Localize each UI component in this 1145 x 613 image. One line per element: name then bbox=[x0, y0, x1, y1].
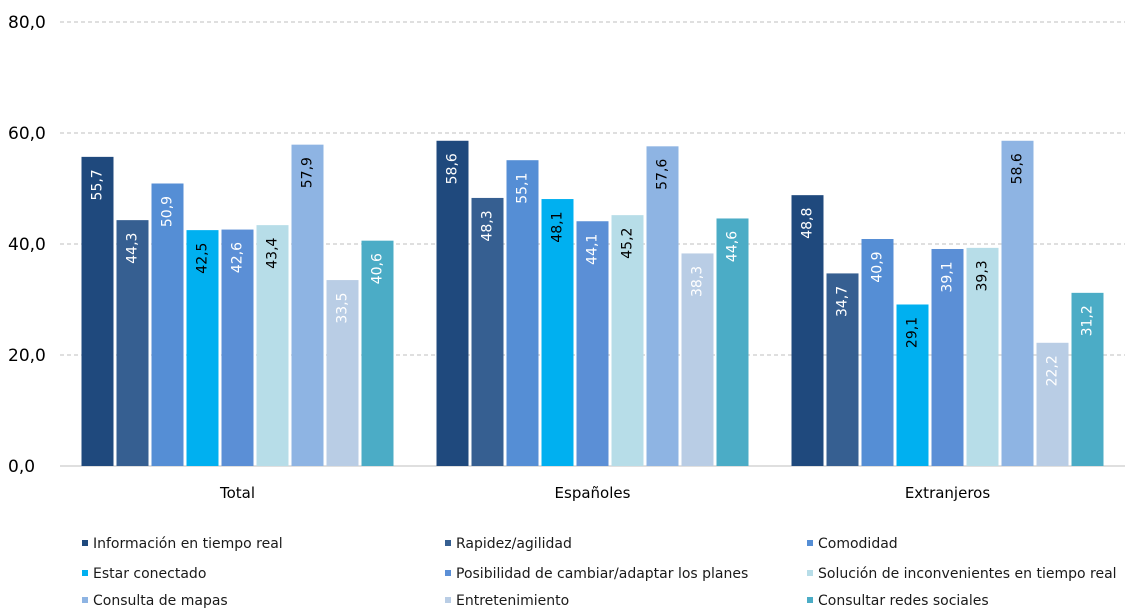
data-label: 55,1 bbox=[515, 173, 531, 204]
bar bbox=[681, 253, 714, 466]
data-label: 40,6 bbox=[370, 253, 386, 284]
bar bbox=[506, 160, 539, 466]
data-label: 42,6 bbox=[230, 242, 246, 273]
bar bbox=[186, 230, 219, 466]
data-label: 42,5 bbox=[195, 243, 211, 274]
bar bbox=[221, 229, 254, 466]
data-label: 44,1 bbox=[585, 234, 601, 265]
data-label: 57,9 bbox=[300, 157, 316, 188]
data-label: 57,6 bbox=[655, 159, 671, 190]
bar bbox=[81, 156, 114, 467]
bar bbox=[576, 221, 609, 466]
data-label: 44,6 bbox=[725, 231, 741, 262]
data-label: 58,6 bbox=[445, 153, 461, 184]
bar bbox=[1036, 342, 1069, 466]
bar bbox=[896, 304, 929, 466]
data-label: 33,5 bbox=[335, 292, 351, 323]
bar bbox=[326, 280, 359, 466]
bar bbox=[931, 248, 964, 466]
data-label: 48,8 bbox=[800, 208, 816, 239]
bar bbox=[541, 199, 574, 467]
data-label: 58,6 bbox=[1010, 153, 1026, 184]
bar bbox=[791, 195, 824, 466]
y-tick-label: 80,0 bbox=[8, 13, 46, 33]
data-labels: 55,7 44,3 50,9 42,5 42,6 43,4 57,9 33,5 40,6 58,6… bbox=[90, 153, 1096, 386]
data-label: 31,2 bbox=[1080, 305, 1096, 336]
bar bbox=[471, 197, 504, 466]
bar bbox=[716, 218, 749, 466]
data-label: 50,9 bbox=[160, 196, 176, 227]
bar bbox=[151, 183, 184, 466]
bar bbox=[436, 140, 469, 466]
data-label: 48,3 bbox=[480, 210, 496, 241]
y-axis-ticks: 0,0 20,0 40,0 60,0 80,0 bbox=[8, 13, 46, 477]
y-tick-label: 60,0 bbox=[8, 124, 46, 144]
data-label: 44,3 bbox=[125, 233, 141, 264]
category-label: Total bbox=[219, 484, 255, 502]
bar bbox=[256, 225, 289, 466]
bar bbox=[116, 220, 149, 466]
bar bbox=[1071, 292, 1104, 466]
data-label: 34,7 bbox=[835, 286, 851, 317]
bar bbox=[611, 215, 644, 466]
bars bbox=[81, 140, 1104, 467]
data-label: 29,1 bbox=[905, 317, 921, 348]
data-label: 38,3 bbox=[690, 266, 706, 297]
bar bbox=[361, 240, 394, 466]
data-label: 45,2 bbox=[620, 228, 636, 259]
category-label: Extranjeros bbox=[905, 484, 991, 502]
data-label: 39,3 bbox=[975, 260, 991, 291]
category-label: Españoles bbox=[555, 484, 631, 502]
data-label: 22,2 bbox=[1045, 355, 1061, 386]
y-tick-label: 40,0 bbox=[8, 235, 46, 255]
bar bbox=[646, 146, 679, 466]
bar bbox=[1001, 140, 1034, 466]
y-tick-label: 20,0 bbox=[8, 346, 46, 366]
bar bbox=[861, 239, 894, 466]
data-label: 40,9 bbox=[870, 251, 886, 282]
x-axis-categories: Total Españoles Extranjeros bbox=[219, 484, 990, 502]
data-label: 48,1 bbox=[550, 211, 566, 242]
data-label: 43,4 bbox=[265, 237, 281, 268]
y-tick-label: 0,0 bbox=[8, 457, 35, 477]
data-label: 55,7 bbox=[90, 169, 106, 200]
bar bbox=[291, 144, 324, 466]
data-label: 39,1 bbox=[940, 261, 956, 292]
bar bbox=[826, 273, 859, 466]
bar bbox=[966, 247, 999, 466]
